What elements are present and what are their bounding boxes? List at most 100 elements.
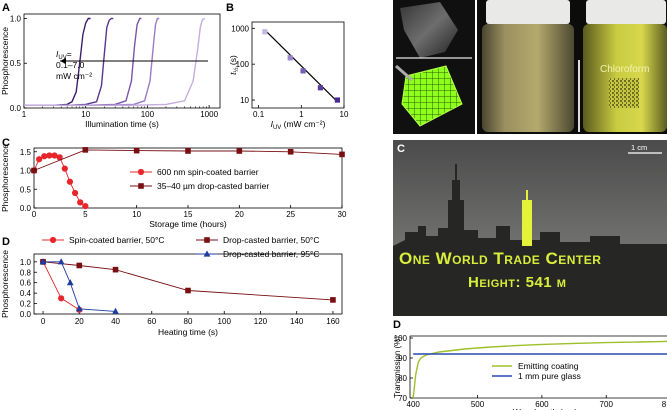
chart-d: 0 20 40 60 80 100 120 140 160 0.00.2 0.40.6 0.81.0 S…: [0, 235, 343, 337]
panel-label-photo-d: D: [393, 319, 401, 331]
chart-d-series-3-point: [66, 279, 74, 286]
chart-d-series-3-point: [75, 305, 83, 312]
chart-d-legend-marker-2: [204, 237, 210, 243]
chart-c-series-2-point: [236, 148, 243, 154]
chart-a-xtick-label: 100: [141, 110, 155, 119]
chart-c-ytick-label: 1.5: [20, 148, 32, 157]
panel-d: D 0 20 40 60 80 100 120 140 160 0.00.2 0.40.6 0.81.…: [0, 235, 343, 337]
chart-c-legend-marker-2: [138, 183, 144, 189]
chart-d-ytick-label: 0.8: [20, 268, 32, 277]
chart-c-ytick-label: 1.0: [20, 167, 32, 176]
chart-transmission-xlabel: Wavelength (nm): [513, 407, 578, 410]
chart-transmission: 400 500 600 700 8 70 80 90 100 Emitting coating1 …: [393, 334, 667, 410]
glowing-tower: [522, 200, 532, 246]
chart-d-series-3-line: [43, 261, 116, 312]
chart-d-legend-label-2: Drop-casted barrier, 50°C: [223, 235, 319, 245]
chart-d-legend-label-3: Drop-casted barrier, 95°C: [223, 249, 319, 259]
chart-c-series-2-point: [82, 147, 89, 153]
chart-c-series-1-point: [46, 152, 53, 159]
chart-c-xtick-label: 15: [184, 210, 193, 219]
photo-city: C 1 cm One World Trade Center Height: 54…: [393, 140, 667, 316]
chart-d-series-3-point: [57, 258, 65, 265]
panel-label-a: A: [2, 2, 10, 14]
chart-c-xtick-label: 20: [235, 210, 244, 219]
panel-label-d: D: [2, 236, 10, 248]
chart-c-xtick-label: 0: [32, 210, 37, 219]
chart-d-xtick-label: 0: [41, 317, 46, 326]
chart-d-xtick-label: 80: [184, 317, 193, 326]
chart-c-series-1-point: [56, 154, 63, 161]
chart-b-point-5: [334, 97, 340, 103]
chart-transmission-xtick-label: 700: [600, 400, 614, 409]
qr-code-pattern: [609, 78, 639, 108]
chart-b-point-1: [262, 29, 268, 35]
photo-film: [393, 0, 475, 134]
chart-d-xlabel: Heating time (s): [158, 327, 218, 337]
chart-b-xtick-label: 10: [340, 110, 349, 119]
chart-transmission-legend-label-1: Emitting coating: [518, 361, 579, 371]
chart-a-xtick-label: 1000: [200, 110, 218, 119]
chart-b-point-3: [300, 68, 306, 74]
chart-d-legend-label-1: Spin-coated barrier, 50°C: [69, 235, 165, 245]
chart-d-series-2-line: [43, 261, 333, 301]
chart-c-series-1-point: [77, 199, 84, 206]
panel-b: B 0.1 1 10 10 100 1000 IUV (mW cm⁻²) t½ (s): [226, 2, 349, 131]
chart-c-xtick-label: 25: [286, 210, 295, 219]
chart-d-ylabel: Phosphorescence: [0, 250, 10, 318]
film-sheet: [400, 2, 458, 58]
chart-d-xtick-label: 100: [218, 317, 232, 326]
chart-d-legend-marker-1: [49, 236, 57, 244]
chart-c-series-1-point: [36, 156, 43, 163]
chart-c-series-1-point: [71, 189, 79, 197]
chart-d-series-1-point: [58, 295, 65, 302]
chart-c-series-1-point: [51, 152, 58, 159]
chart-a-xtick-label: 1: [22, 110, 27, 119]
chart-b-ytick-label: 1000: [231, 24, 249, 33]
vial-left: [482, 24, 574, 132]
chart-b-xtick-label: 0.1: [253, 110, 265, 119]
tweezer: [395, 64, 413, 82]
chart-b-xtick-label: 1: [299, 110, 304, 119]
chart-a-xtick-label: 10: [81, 110, 90, 119]
chart-d-legend-marker-3: [203, 250, 211, 257]
chart-c-series-2-point: [31, 167, 37, 174]
chart-a-annotation-line2: 0.1–7.0: [56, 60, 85, 70]
glowing-tower-spire: [526, 190, 528, 200]
panel-a: A 1 10 100 1000 0.0 0.5 1.0 Illumination time (…: [0, 2, 221, 129]
chart-c-xtick-label: 5: [83, 210, 88, 219]
chart-transmission-ytick-label: 70: [398, 394, 407, 403]
photo-c-scale-label: 1 cm: [631, 143, 647, 152]
chart-c-series-1-point: [61, 165, 68, 172]
chart-d-series-3-point: [112, 307, 119, 314]
chart-d-xtick-label: 160: [326, 317, 340, 326]
chart-c-series-2-point: [185, 148, 191, 154]
chart-c-legend-label-1: 600 nm spin-coated barrier: [157, 167, 259, 177]
vial-cap-right: [586, 0, 666, 24]
chart-b: 0.1 1 10 10 100 1000 IUV (mW cm⁻²) t½ (s): [228, 21, 349, 131]
chart-d-series-3-point: [39, 258, 47, 265]
chart-transmission-legend-label-2: 1 mm pure glass: [518, 371, 581, 381]
chart-a-frame: [23, 13, 221, 109]
chart-a-ytick-label: 0.5: [10, 59, 22, 68]
chart-c-xlabel: Storage time (hours): [149, 219, 227, 229]
chart-a-annotation-line3: mW cm⁻²: [56, 71, 92, 81]
chart-c-legend-label-2: 35–40 µm drop-casted barrier: [157, 181, 269, 191]
chart-b-ytick-label: 10: [240, 96, 249, 105]
chart-d-xtick-label: 60: [147, 317, 156, 326]
chart-c-series-2-point: [287, 148, 294, 155]
chart-c-ylabel: Phosphorescence: [0, 144, 10, 212]
chart-c-series-1-line: [33, 155, 86, 207]
chart-d-ytick-label: 0.6: [20, 279, 32, 288]
panel-photo-d: D 400 500 600 700 8 70 80 90 100 Emitting coating…: [393, 319, 667, 410]
chart-transmission-ytick-label: 90: [398, 354, 407, 363]
chart-d-ytick-label: 1.0: [20, 258, 32, 267]
chart-transmission-ylabel: Transmission (%): [393, 336, 402, 398]
chart-d-series-2-point: [330, 297, 336, 303]
chart-c: 0 5 10 15 20 25 30 0.0 0.5 1.0 1.5 600 nm spin-coat…: [0, 144, 347, 229]
chart-a-arrow-head: [60, 58, 66, 64]
chart-a-series-4: [24, 17, 160, 107]
chart-b-fit-line: [264, 29, 338, 103]
chart-c-ytick-label: 0.5: [20, 185, 32, 194]
chart-d-ytick-label: 0.4: [20, 289, 32, 298]
chart-c-series-2-point: [339, 151, 345, 158]
